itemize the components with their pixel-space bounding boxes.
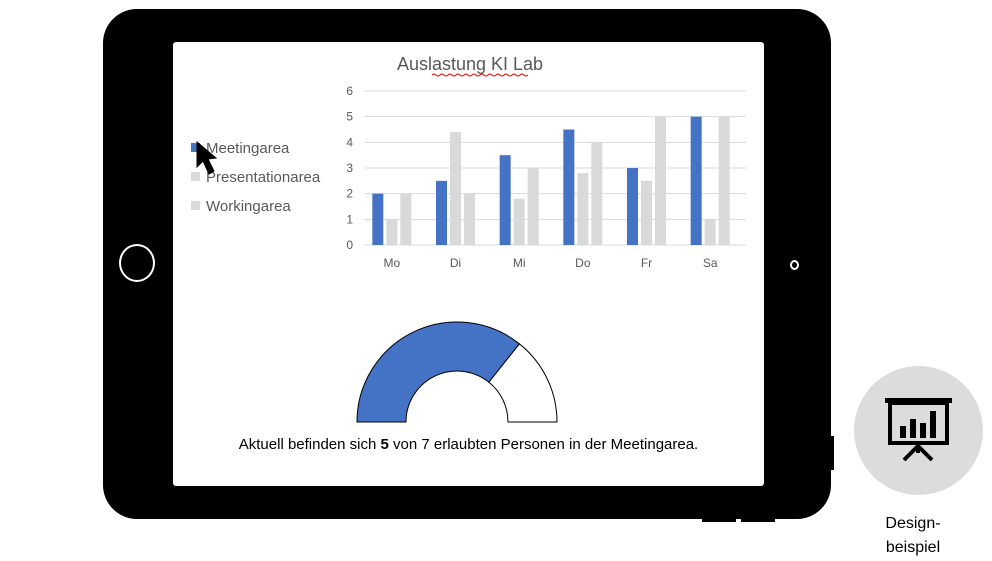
bar-meetingarea-mi: [499, 155, 511, 245]
design-badge[interactable]: [854, 366, 983, 495]
x-tick-label: Di: [450, 256, 461, 270]
bar-chart-y-ticks: 0 1 2 3 4 5 6: [346, 84, 353, 252]
caption-count: 5: [380, 436, 389, 453]
x-tick-label: Do: [575, 256, 591, 270]
y-tick-label: 2: [346, 187, 353, 201]
legend-swatch: [191, 172, 200, 181]
legend-swatch: [191, 143, 200, 152]
gauge-remaining-segment: [488, 343, 558, 423]
bar-chart-x-ticks: Mo Di Mi Do Fr Sa: [383, 256, 717, 270]
y-tick-label: 6: [346, 84, 353, 98]
y-tick-label: 5: [346, 110, 353, 124]
mouse-pointer-icon: [196, 140, 218, 175]
bar-chart-gridlines: [364, 90, 746, 246]
bar-presentationarea-di: [450, 132, 461, 245]
legend-label: Workingarea: [206, 198, 291, 215]
bar-presentationarea-mi: [513, 198, 525, 245]
bar-chart-bars: [372, 116, 730, 246]
bar-workingarea-di: [464, 193, 475, 245]
bar-workingarea-fr: [655, 116, 666, 246]
bar-workingarea-sa: [718, 116, 730, 246]
y-tick-label: 0: [346, 238, 353, 252]
design-badge-label: Design-beispiel: [868, 512, 958, 560]
bar-meetingarea-mo: [372, 193, 384, 245]
bar-chart-legend: Meetingarea Presentationarea Workingarea: [191, 140, 321, 215]
caption-prefix: Aktuell befinden sich: [238, 436, 381, 453]
dashboard-charts: 0 1 2 3 4 5 6 Mo Di Mi Do Fr Sa Meetingarea Presenta…: [191, 54, 746, 423]
bar-workingarea-mi: [527, 168, 539, 245]
bar-meetingarea-fr: [627, 168, 638, 245]
bar-presentationarea-sa: [704, 219, 716, 245]
bar-meetingarea-do: [563, 129, 575, 245]
legend-label: Meetingarea: [206, 140, 290, 157]
caption-suffix: von 7 erlaubten Personen in der Meetinga…: [388, 436, 699, 453]
camera-icon: [790, 260, 799, 270]
home-button[interactable]: [119, 244, 155, 282]
occupancy-caption: Aktuell befinden sich 5 von 7 erlaubten …: [173, 436, 764, 453]
x-tick-label: Sa: [703, 256, 718, 270]
x-tick-label: Mi: [513, 256, 526, 270]
tablet-side-button: [826, 436, 834, 470]
x-tick-label: Mo: [383, 256, 400, 270]
tablet-screen: [173, 42, 764, 486]
bar-meetingarea-di: [436, 180, 447, 245]
design-label-line1: Design-: [885, 515, 941, 532]
bar-presentationarea-do: [577, 173, 589, 245]
bar-meetingarea-sa: [690, 116, 702, 246]
tablet-bottom-button-left: [702, 514, 736, 522]
legend-label: Presentationarea: [206, 169, 321, 186]
presentation-chart-icon: [885, 398, 952, 462]
bar-workingarea-mo: [400, 193, 412, 245]
y-tick-label: 4: [346, 135, 353, 149]
design-label-line2: beispiel: [885, 539, 941, 556]
y-tick-label: 1: [346, 212, 353, 226]
chart-title: Auslastung KI Lab: [397, 54, 543, 74]
y-tick-label: 3: [346, 161, 353, 175]
bar-workingarea-do: [591, 142, 603, 245]
bar-presentationarea-mo: [386, 219, 398, 245]
occupancy-gauge: [356, 321, 558, 423]
bar-presentationarea-fr: [641, 180, 652, 245]
bar-chart-title-group: Auslastung KI Lab: [397, 54, 543, 77]
tablet-bottom-button-right: [741, 514, 775, 522]
x-tick-label: Fr: [641, 256, 652, 270]
spellcheck-underline: [431, 73, 529, 77]
gauge-filled-segment: [356, 321, 521, 423]
legend-swatch: [191, 201, 200, 210]
